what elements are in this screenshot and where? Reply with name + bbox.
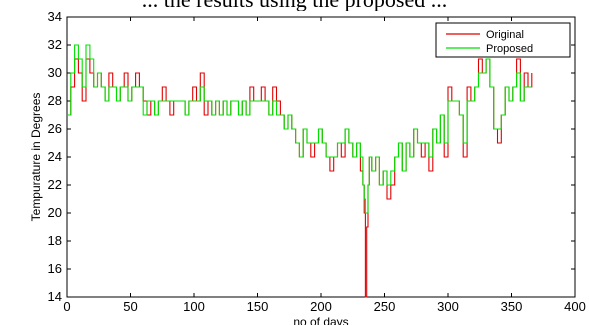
y-tick-label: 22	[48, 177, 62, 192]
series-line-proposed	[67, 44, 532, 214]
y-tick-label: 26	[48, 121, 62, 136]
y-tick-label: 32	[48, 37, 62, 52]
y-tick-label: 34	[48, 9, 62, 24]
x-axis-label: no of days	[293, 315, 348, 325]
x-tick-label: 100	[183, 299, 205, 314]
x-tick-label: 50	[123, 299, 137, 314]
y-tick-label: 24	[48, 149, 62, 164]
legend-box	[435, 22, 571, 58]
legend-label-proposed: Proposed	[486, 43, 533, 55]
y-axis-label: Tempurature in Degrees	[29, 93, 43, 222]
header-text: ... the results using the proposed ...	[0, 0, 589, 11]
legend: Original Proposed	[435, 22, 571, 58]
y-tick-label: 30	[48, 65, 62, 80]
y-tick-label: 18	[48, 233, 62, 248]
plot-area	[66, 16, 576, 298]
legend-label-original: Original	[486, 29, 524, 41]
y-tick-label: 20	[48, 205, 62, 220]
x-tick-label: 350	[501, 299, 523, 314]
x-tick-label: 250	[374, 299, 396, 314]
x-tick-label: 300	[437, 299, 459, 314]
y-axis: 14 16 18 20 22 24 26 28 30 32 34	[48, 9, 575, 304]
x-tick-label: 150	[247, 299, 269, 314]
x-tick-label: 400	[564, 299, 586, 314]
y-tick-label: 28	[48, 93, 62, 108]
x-tick-label: 200	[310, 299, 332, 314]
x-tick-label: 0	[63, 299, 70, 314]
y-tick-label: 16	[48, 261, 62, 276]
series-group	[67, 44, 533, 298]
x-axis: 0 50 100 150 200 250 300 350 400	[63, 17, 586, 314]
y-tick-label: 14	[48, 289, 62, 304]
